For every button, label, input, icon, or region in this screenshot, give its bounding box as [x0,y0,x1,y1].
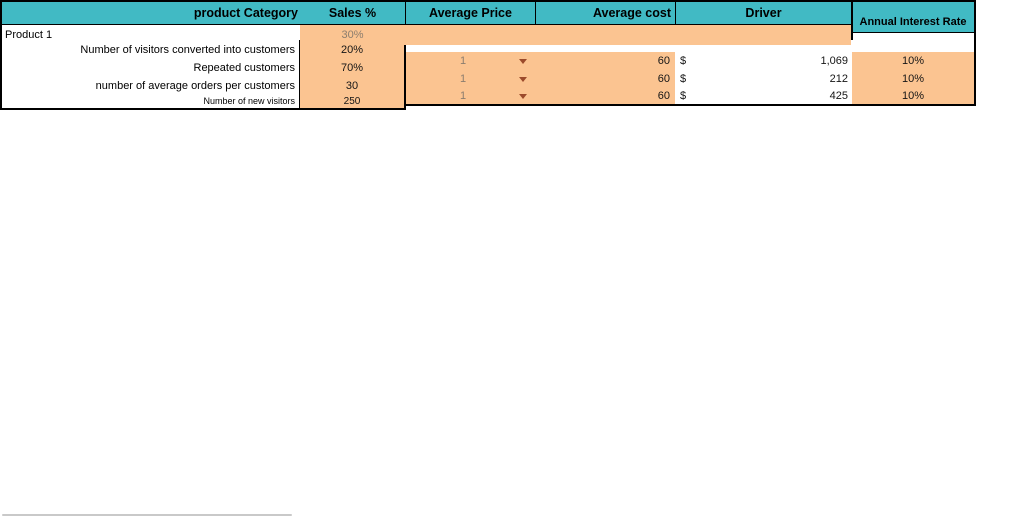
loan-repayment-cell: $ 212 [675,70,852,88]
assumption-value-cell[interactable]: 20% [299,41,404,59]
currency-symbol: $ [680,90,687,102]
assumption-row: Repeated customers 70% [2,59,404,77]
assumption-value-cell[interactable]: 250 [299,95,404,108]
product-row-label: Product 1 [5,29,53,41]
loan-rate-cell[interactable]: 10% [852,88,974,104]
loan-rate-cell[interactable]: 10% [852,52,974,70]
product-col-category: product Category [193,6,298,20]
product-col-avg-price: Average Price [405,2,535,24]
repayment-value: 1,069 [820,55,848,67]
product-row-partial: Product 1 30% [2,25,851,45]
loan-rate-cell[interactable]: 10% [852,70,974,88]
currency-symbol: $ [680,55,687,67]
assumption-value-cell[interactable]: 70% [299,59,404,77]
dropdown-arrow-icon[interactable] [519,77,527,82]
assumption-row: Number of visitors converted into custom… [2,41,404,59]
assumption-label: Number of new visitors [203,96,295,106]
assumption-row: Number of new visitors 250 [2,95,404,108]
product-col-avg-cost: Average cost [535,2,675,24]
product-category-table: product Category Sales % Average Price A… [0,0,853,45]
bottom-row-edge [2,513,292,516]
assumption-label: Repeated customers [193,62,296,74]
product-header-band: product Category Sales % Average Price A… [2,2,851,25]
loan-col-rate: Annual Interest Rate [859,16,967,28]
product-sales-cell[interactable]: 30% [341,29,364,41]
loan-repayment-cell: $ 1,069 [675,52,852,70]
product-row-cells[interactable]: 30% [300,25,851,45]
loan-terms-cell[interactable]: 60 [657,90,670,102]
assumption-value-cell[interactable]: 30 [299,77,404,95]
loan-terms-cell[interactable]: 60 [657,55,670,67]
assumption-label: number of average orders per customers [95,80,295,92]
product-col-sales: Sales % [328,6,377,20]
product-col-driver: Driver [675,2,851,24]
repayment-value: 212 [829,73,848,85]
assumption-label: Number of visitors converted into custom… [80,44,295,56]
loan-month-cell[interactable]: 1 [459,73,467,85]
loan-terms-cell[interactable]: 60 [657,73,670,85]
assumption-row: number of average orders per customers 3… [2,77,404,95]
loan-month-cell[interactable]: 1 [459,90,467,102]
repayment-value: 425 [829,90,848,102]
loan-month-cell[interactable]: 1 [459,55,467,67]
dropdown-arrow-icon[interactable] [519,94,527,99]
loan-repayment-cell: $ 425 [675,88,852,104]
currency-symbol: $ [680,73,687,85]
dropdown-arrow-icon[interactable] [519,59,527,64]
